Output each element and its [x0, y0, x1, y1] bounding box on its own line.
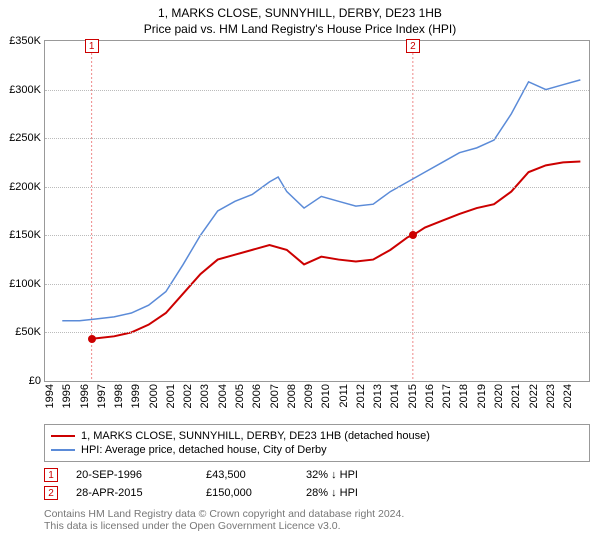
legend-label: HPI: Average price, detached house, City…: [81, 444, 327, 456]
plot-area: £0£50K£100K£150K£200K£250K£300K£350K12: [44, 40, 590, 382]
x-tick-label: 2004: [217, 384, 229, 408]
x-tick-label: 2005: [234, 384, 246, 408]
credits-line: Contains HM Land Registry data © Crown c…: [44, 508, 590, 520]
x-tick-label: 1996: [79, 384, 91, 408]
x-tick-label: 2022: [528, 384, 540, 408]
x-tick-label: 2008: [286, 384, 298, 408]
marker-icon: 1: [44, 468, 58, 482]
x-tick-label: 2003: [199, 384, 211, 408]
y-tick-label: £100K: [9, 278, 41, 290]
y-tick-label: £200K: [9, 181, 41, 193]
footer: 1 20-SEP-1996 £43,500 32% ↓ HPI 2 28-APR…: [44, 468, 590, 532]
datapoint-table: 1 20-SEP-1996 £43,500 32% ↓ HPI 2 28-APR…: [44, 468, 590, 500]
marker-dot: [88, 335, 96, 343]
x-tick-label: 2020: [493, 384, 505, 408]
x-tick-label: 2017: [441, 384, 453, 408]
y-tick-label: £350K: [9, 35, 41, 47]
x-tick-label: 2013: [372, 384, 384, 408]
x-tick-label: 1995: [61, 384, 73, 408]
legend-row: HPI: Average price, detached house, City…: [51, 443, 583, 457]
x-tick-label: 2021: [510, 384, 522, 408]
credits-line: This data is licensed under the Open Gov…: [44, 520, 590, 532]
legend-label: 1, MARKS CLOSE, SUNNYHILL, DERBY, DE23 1…: [81, 430, 430, 442]
x-tick-label: 2018: [458, 384, 470, 408]
marker-icon: 2: [44, 486, 58, 500]
x-tick-label: 2023: [545, 384, 557, 408]
datapoint-price: £150,000: [206, 487, 296, 499]
x-tick-label: 2000: [148, 384, 160, 408]
x-tick-label: 2015: [407, 384, 419, 408]
x-tick-label: 2002: [182, 384, 194, 408]
x-tick-label: 1998: [113, 384, 125, 408]
marker-dot: [409, 231, 417, 239]
y-tick-label: £50K: [15, 326, 41, 338]
x-tick-label: 1994: [44, 384, 56, 408]
chart-subtitle: Price paid vs. HM Land Registry's House …: [0, 20, 600, 40]
credits: Contains HM Land Registry data © Crown c…: [44, 508, 590, 532]
x-tick-label: 2011: [338, 384, 350, 408]
datapoint-price: £43,500: [206, 469, 296, 481]
x-tick-label: 2001: [165, 384, 177, 408]
marker-icon: 2: [406, 39, 420, 53]
x-tick-label: 2024: [562, 384, 574, 408]
x-tick-label: 2010: [320, 384, 332, 408]
chart-title-address: 1, MARKS CLOSE, SUNNYHILL, DERBY, DE23 1…: [0, 0, 600, 20]
chart-area: £0£50K£100K£150K£200K£250K£300K£350K12 1…: [44, 40, 590, 418]
x-tick-label: 1997: [96, 384, 108, 408]
legend-row: 1, MARKS CLOSE, SUNNYHILL, DERBY, DE23 1…: [51, 429, 583, 443]
chart-svg: [45, 41, 589, 381]
legend: 1, MARKS CLOSE, SUNNYHILL, DERBY, DE23 1…: [44, 424, 590, 462]
x-tick-label: 2016: [424, 384, 436, 408]
datapoint-date: 28-APR-2015: [76, 487, 196, 499]
x-axis-ticks: 1994 1995 1996 1997 1998 1999 2000 2001 2002 2003…: [44, 382, 590, 418]
datapoint-date: 20-SEP-1996: [76, 469, 196, 481]
x-tick-label: 2014: [389, 384, 401, 408]
datapoint-delta: 28% ↓ HPI: [306, 487, 436, 499]
y-tick-label: £150K: [9, 229, 41, 241]
marker-icon: 1: [85, 39, 99, 53]
x-tick-label: 2012: [355, 384, 367, 408]
y-tick-label: £300K: [9, 84, 41, 96]
x-tick-label: 1999: [130, 384, 142, 408]
x-tick-label: 2009: [303, 384, 315, 408]
y-tick-label: £0: [29, 375, 41, 387]
datapoint-delta: 32% ↓ HPI: [306, 469, 436, 481]
x-tick-label: 2019: [476, 384, 488, 408]
x-tick-label: 2006: [251, 384, 263, 408]
legend-swatch: [51, 449, 75, 451]
x-tick-label: 2007: [269, 384, 281, 408]
y-tick-label: £250K: [9, 132, 41, 144]
legend-swatch: [51, 435, 75, 437]
